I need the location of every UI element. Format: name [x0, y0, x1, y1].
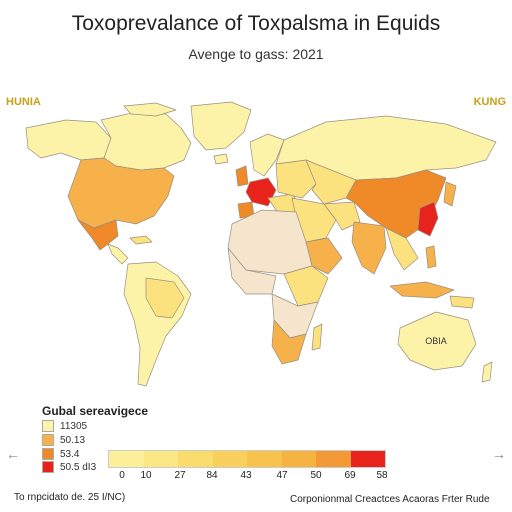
footer-credit: Corponionmal Creactces Acaoras Frter Rud…	[290, 494, 490, 505]
region-central-america	[107, 243, 129, 265]
world-map: ОВІА	[25, 101, 497, 387]
region-iran	[323, 201, 361, 231]
scale-segment	[316, 451, 351, 467]
scale-tick: 50	[310, 470, 322, 481]
legend-item: 50.13	[42, 434, 85, 446]
scale-tick: 27	[174, 470, 186, 481]
region-mexico	[77, 219, 119, 251]
region-uk	[235, 165, 249, 187]
legend-title: Gubal sereavigece	[42, 404, 149, 418]
legend-item: 53.4	[42, 448, 79, 460]
scale-segment	[281, 451, 316, 467]
region-usa	[67, 157, 175, 229]
region-canada	[100, 111, 192, 171]
region-madagascar	[311, 323, 323, 351]
legend-item: 11305	[42, 420, 87, 432]
region-japan	[443, 181, 457, 207]
scale-tick: 69	[344, 470, 356, 481]
region-southeast-asia	[385, 227, 419, 271]
next-arrow-icon[interactable]: →	[492, 446, 506, 462]
map-subtitle: Avenge to gass: 2021	[188, 46, 324, 62]
region-iceland	[213, 153, 229, 165]
legend-swatch	[42, 434, 54, 446]
region-brazil	[145, 277, 185, 319]
region-east-china	[417, 201, 439, 237]
color-scale-bar	[108, 450, 386, 468]
region-new-zealand	[481, 361, 493, 383]
scale-tick: 58	[376, 470, 388, 481]
region-alaska	[25, 119, 112, 161]
scale-tick: 10	[140, 470, 152, 481]
scale-segment	[350, 451, 385, 467]
scale-segment	[212, 451, 247, 467]
region-papua	[449, 295, 475, 309]
region-caribbean	[129, 235, 153, 245]
australia-label: ОВІА	[425, 336, 447, 346]
corner-label-right: KUNG	[473, 96, 506, 108]
region-philippines	[425, 245, 437, 269]
footer-note: To rnpcidato de. 25 I/NC)	[14, 492, 126, 503]
legend-label: 11305	[60, 420, 88, 432]
scale-segment	[109, 451, 144, 467]
region-indonesia	[389, 281, 455, 299]
region-scandinavia	[249, 133, 285, 177]
region-greenland	[190, 101, 252, 151]
scale-tick: 43	[240, 470, 252, 481]
legend-swatch	[42, 448, 54, 460]
legend-swatch	[42, 461, 54, 473]
legend-label: 50.13	[60, 434, 86, 446]
scale-tick: 84	[206, 470, 218, 481]
scale-segment	[143, 451, 178, 467]
legend-swatch	[42, 420, 54, 432]
map-title: Toxoprevalance of Toxpalsma in Equids	[71, 12, 441, 35]
legend-label: 53.4	[60, 448, 80, 460]
region-southern-africa	[271, 319, 307, 365]
legend-item: 50.5 dI3	[42, 461, 96, 473]
scale-segment	[178, 451, 213, 467]
region-australia	[397, 311, 477, 371]
corner-label-left: HUNIA	[6, 96, 41, 108]
legend-label: 50.5 dI3	[60, 461, 97, 473]
region-east-africa	[283, 265, 329, 307]
region-arctic-islands	[123, 102, 177, 117]
scale-tick: 47	[276, 470, 288, 481]
previous-arrow-icon[interactable]: ←	[6, 446, 20, 462]
scale-tick: 0	[119, 470, 125, 481]
scale-segment	[247, 451, 282, 467]
region-india	[351, 221, 387, 275]
